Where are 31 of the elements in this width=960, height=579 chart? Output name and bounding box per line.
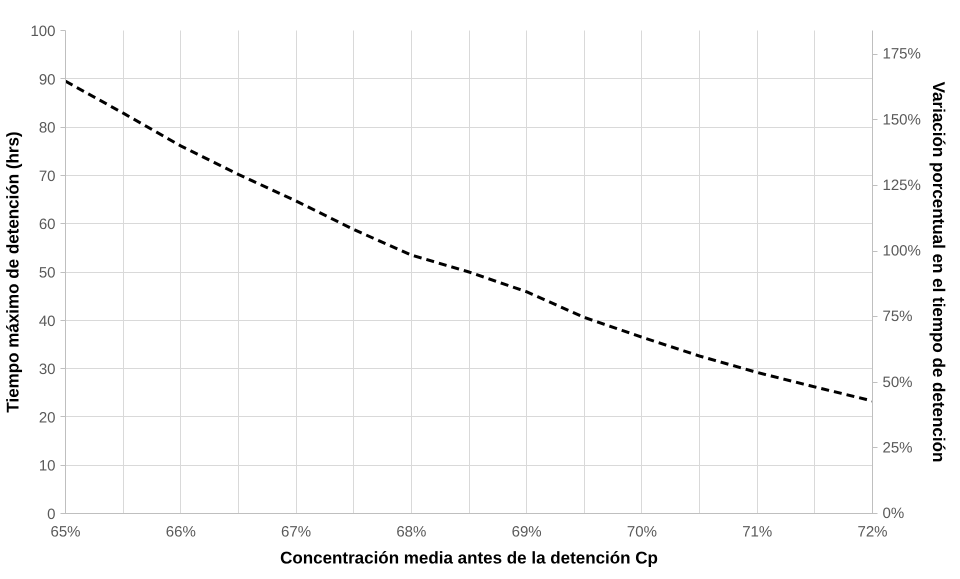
x-tick-label: 65% — [50, 524, 81, 540]
y2-tick-label: 50% — [882, 374, 913, 391]
y2-axis-title: Variación porcentual en el tiempo de detención — [928, 82, 948, 462]
y-axis-title: Tiempo máximo de detención (hrs) — [3, 131, 22, 413]
y-tick-label: 100 — [30, 23, 56, 40]
y-tick-label: 50 — [38, 264, 56, 282]
y2-tick-label: 0% — [882, 505, 904, 522]
y-tick-label: 20 — [38, 409, 56, 426]
y2-tick-label: 25% — [882, 439, 913, 456]
line-series — [66, 80, 872, 402]
x-tick-label: 71% — [742, 524, 772, 540]
y2-tick-label: 175% — [882, 46, 921, 63]
y2-tick-label: 125% — [882, 176, 921, 194]
y-tick-label: 30 — [38, 361, 56, 378]
x-tick-label: 69% — [512, 524, 542, 540]
x-tick-label: 72% — [857, 524, 888, 540]
y-tick-label: 60 — [38, 216, 56, 234]
y-tick-label: 10 — [38, 458, 56, 475]
y2-tick-label: 75% — [882, 308, 913, 326]
x-axis-title: Concentración media antes de la detención Cp — [280, 548, 658, 568]
y-tick-label: 70 — [38, 168, 56, 185]
y-tick-label: 80 — [38, 120, 56, 137]
x-tick-label: 66% — [166, 524, 196, 540]
y-tick-label: 40 — [38, 312, 56, 330]
y-tick-label: 0 — [47, 506, 56, 523]
x-tick-label: 67% — [281, 524, 312, 540]
y-tick-label: 90 — [38, 71, 56, 88]
x-tick-label: 70% — [626, 524, 657, 540]
y2-tick-label: 150% — [882, 111, 921, 128]
y2-tick-label: 100% — [882, 242, 921, 260]
x-tick-label: 68% — [396, 524, 426, 540]
